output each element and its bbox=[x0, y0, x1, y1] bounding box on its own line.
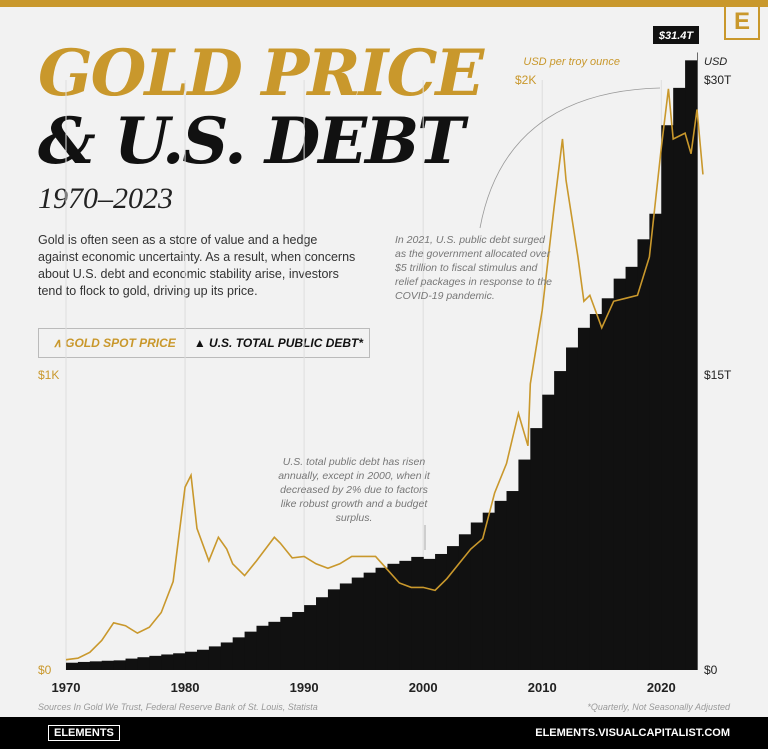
annotation-arrow bbox=[479, 87, 661, 229]
debt-bar bbox=[232, 637, 246, 670]
debt-bar bbox=[601, 298, 615, 670]
left-tick-label: $0 bbox=[38, 663, 52, 677]
debt-bar bbox=[494, 500, 508, 670]
debt-bar bbox=[316, 597, 329, 670]
debt-bar bbox=[256, 625, 269, 670]
debt-bar bbox=[113, 660, 127, 670]
debt-bar bbox=[506, 491, 520, 670]
debt-bar bbox=[589, 314, 603, 670]
debt-bar bbox=[637, 239, 650, 671]
debt-bar bbox=[185, 651, 198, 670]
annotation-2000: U.S. total public debt has risen annuall… bbox=[278, 456, 430, 524]
legend-gold-label: GOLD SPOT PRICE bbox=[65, 336, 176, 350]
debt-bar bbox=[399, 560, 412, 670]
left-axis-label: USD per troy ounce bbox=[523, 56, 620, 68]
debt-bar bbox=[327, 589, 341, 670]
legend: ∧ GOLD SPOT PRICE ▲ U.S. TOTAL PUBLIC DE… bbox=[38, 328, 370, 358]
x-tick-label: 2010 bbox=[528, 680, 557, 695]
debt-bar bbox=[446, 546, 460, 670]
left-tick-label: $1K bbox=[38, 368, 59, 382]
x-tick-label: 1990 bbox=[290, 680, 319, 695]
title-line-2: & U.S. DEBT bbox=[38, 104, 465, 179]
debt-bar bbox=[554, 371, 567, 670]
debt-bar bbox=[351, 577, 365, 670]
debt-bar bbox=[411, 556, 424, 670]
gold-price-line bbox=[65, 88, 704, 661]
right-tick-label: $0 bbox=[704, 663, 718, 677]
debt-bar bbox=[292, 611, 305, 670]
debt-bar bbox=[208, 646, 222, 670]
debt-bar bbox=[268, 621, 281, 670]
right-tick-label: $15T bbox=[704, 368, 732, 382]
legend-debt: ▲ U.S. TOTAL PUBLIC DEBT* bbox=[194, 336, 363, 350]
debt-bar bbox=[304, 605, 317, 670]
debt-bar bbox=[89, 661, 103, 670]
debt-bar bbox=[458, 534, 472, 670]
debt-bar bbox=[196, 649, 210, 670]
debt-bar bbox=[173, 653, 186, 670]
x-tick-label: 2020 bbox=[647, 680, 676, 695]
right-tick-label: $30T bbox=[704, 73, 732, 87]
debt-bar bbox=[363, 572, 377, 670]
footnote: *Quarterly, Not Seasonally Adjusted bbox=[587, 702, 730, 712]
debt-bar bbox=[530, 428, 543, 670]
title-line-1: GOLD PRICE bbox=[38, 36, 484, 111]
top-accent-bar bbox=[0, 0, 768, 7]
debt-bar bbox=[685, 60, 698, 671]
elements-logo: E bbox=[724, 6, 760, 40]
legend-debt-label: U.S. TOTAL PUBLIC DEBT* bbox=[209, 336, 364, 350]
debt-bar bbox=[66, 662, 79, 670]
debt-bar bbox=[423, 558, 436, 670]
footer: ELEMENTS ELEMENTS.VISUALCAPITALIST.COM bbox=[0, 717, 768, 749]
footer-brand: ELEMENTS bbox=[48, 725, 120, 741]
debt-bar bbox=[280, 616, 293, 670]
triangle-icon: ▲ bbox=[193, 336, 210, 350]
x-tick-label: 1980 bbox=[171, 680, 200, 695]
right-axis-label: USD bbox=[704, 56, 727, 68]
debt-bar bbox=[542, 394, 555, 670]
description: Gold is often seen as a store of value a… bbox=[38, 233, 356, 298]
debt-bar bbox=[161, 654, 174, 670]
callout-box bbox=[653, 26, 699, 44]
debt-bar bbox=[577, 327, 591, 670]
left-tick-label: $2K bbox=[515, 73, 536, 87]
debt-bar bbox=[339, 583, 353, 670]
caret-up-icon: ∧ bbox=[53, 336, 66, 350]
debt-bar bbox=[149, 655, 162, 670]
debt-bar bbox=[101, 660, 115, 670]
debt-bar bbox=[375, 567, 389, 670]
debt-bar bbox=[661, 125, 674, 670]
debt-bar bbox=[625, 266, 639, 670]
debt-bar bbox=[137, 657, 150, 670]
debt-bar bbox=[435, 553, 448, 670]
debt-bar bbox=[220, 642, 234, 670]
debt-bar bbox=[673, 87, 686, 670]
footer-url[interactable]: ELEMENTS.VISUALCAPITALIST.COM bbox=[535, 727, 730, 739]
x-tick-label: 2000 bbox=[409, 680, 438, 695]
legend-gold: ∧ GOLD SPOT PRICE bbox=[53, 336, 176, 350]
sources: Sources In Gold We Trust, Federal Reserv… bbox=[38, 702, 318, 712]
debt-bar bbox=[244, 631, 258, 670]
debt-bar bbox=[518, 459, 531, 670]
debt-bar bbox=[470, 522, 484, 670]
debt-bar bbox=[125, 658, 139, 670]
debt-bar bbox=[566, 347, 579, 670]
callout-label: $31.4T bbox=[658, 30, 695, 42]
debt-bar bbox=[613, 278, 627, 670]
debt-bar bbox=[482, 512, 496, 670]
title-years: 1970–2023 bbox=[38, 182, 173, 215]
x-tick-label: 1970 bbox=[52, 680, 81, 695]
debt-bar bbox=[387, 563, 400, 670]
debt-bar bbox=[77, 661, 91, 670]
debt-bar bbox=[649, 213, 662, 670]
annotation-covid: In 2021, U.S. public debt surged as the … bbox=[395, 234, 553, 302]
debt-bar bbox=[697, 52, 698, 670]
